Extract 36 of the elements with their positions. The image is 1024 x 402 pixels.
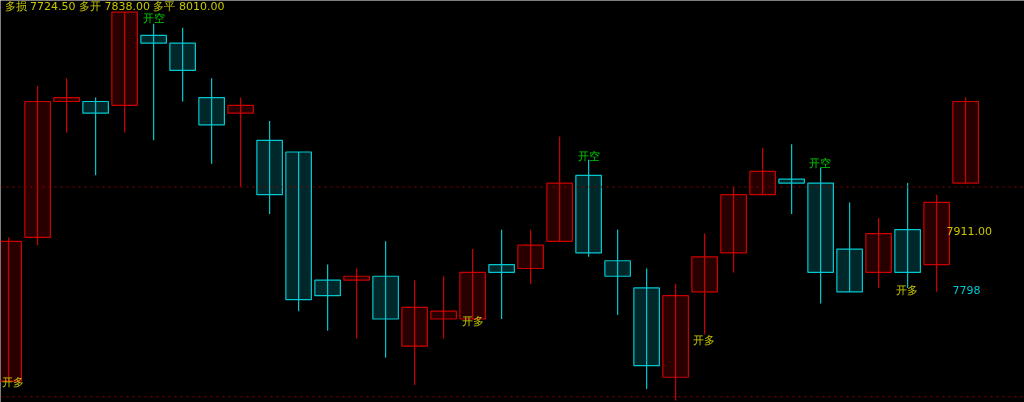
candlestick	[488, 229, 515, 320]
candlestick	[633, 267, 660, 390]
annotation: 开空	[577, 150, 600, 163]
candlestick	[24, 85, 51, 246]
candlestick	[372, 240, 399, 359]
candlestick	[546, 135, 573, 242]
candlestick	[401, 279, 428, 386]
annotation: 7798	[952, 283, 981, 297]
candlestick	[82, 97, 109, 176]
candlestick	[111, 11, 138, 134]
candlestick	[430, 275, 457, 340]
candlestick	[314, 264, 341, 332]
annotation: 开多	[895, 284, 918, 297]
candlestick	[836, 201, 863, 293]
candlestick	[285, 151, 312, 312]
candlestick	[749, 147, 776, 196]
candlestick	[517, 229, 544, 285]
candlestick	[53, 77, 80, 134]
candlestick	[691, 232, 718, 336]
candlestick	[343, 267, 370, 340]
candlestick	[778, 143, 805, 215]
candlestick	[865, 217, 892, 289]
annotation: 开多	[692, 334, 715, 347]
annotation: 开空	[808, 157, 831, 170]
candlestick	[604, 229, 631, 316]
annotation: 多损 7724.50 多开 7838.00 多平 8010.00	[4, 0, 225, 13]
candlestick	[198, 77, 225, 165]
candlestick	[169, 27, 196, 103]
annotation: 开空	[142, 12, 165, 25]
candlestick	[952, 97, 979, 184]
candlestick	[720, 186, 747, 273]
candlestick	[662, 283, 689, 402]
candlestick	[227, 97, 254, 188]
candlestick	[140, 23, 167, 141]
candlestick	[256, 120, 283, 215]
annotation: 开多	[461, 315, 484, 328]
